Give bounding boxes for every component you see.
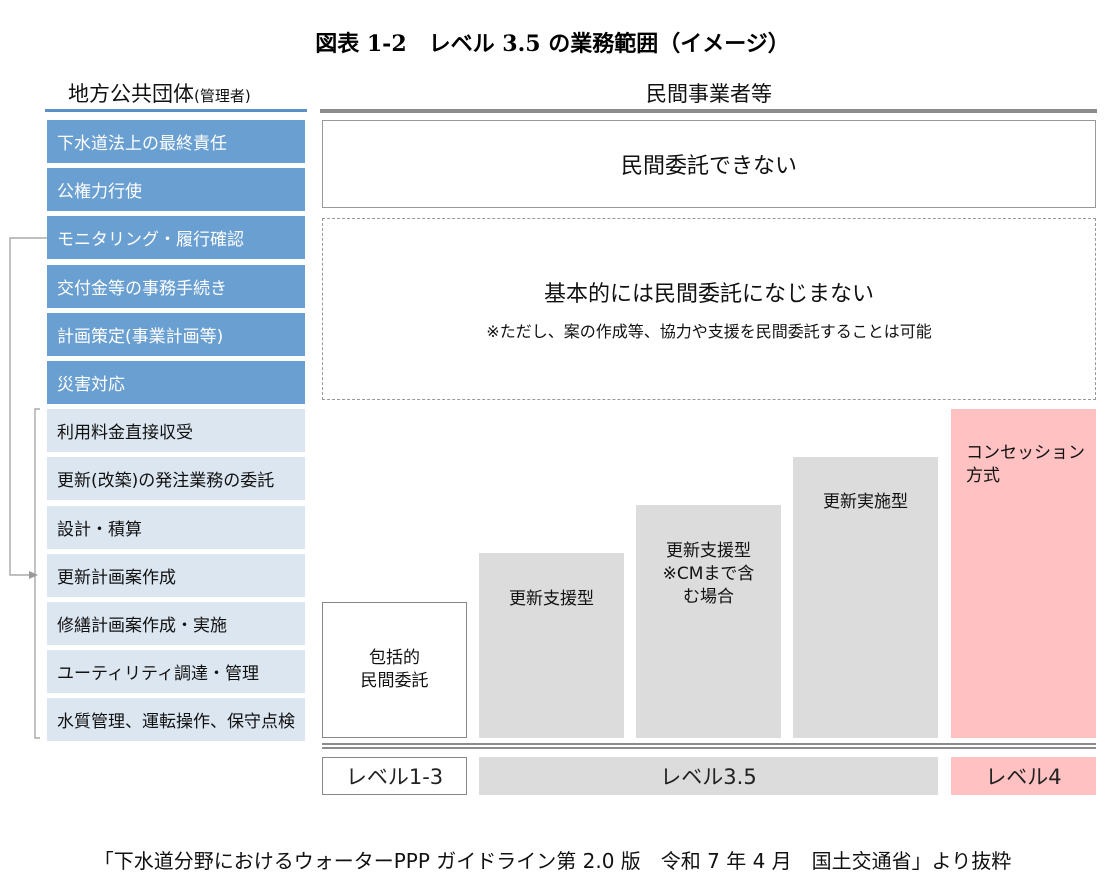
left-item: 災害対応 — [47, 361, 305, 404]
bar-label: ※CMまで含 — [662, 564, 755, 584]
bar-label: 方式 — [966, 466, 1000, 486]
bar: 包括的 民間委託 — [322, 602, 467, 738]
not-suited-box: 基本的には民間委託になじまない ※ただし、案の作成等、協力や支援を民間委託するこ… — [322, 218, 1096, 400]
left-header-note: (管理者) — [194, 87, 251, 105]
left-item: ユーティリティ調達・管理 — [47, 650, 305, 694]
left-item: 計画策定(事業計画等) — [47, 312, 305, 356]
source: 「下水道分野におけるウォーターPPP ガイドライン第 2.0 版 令和 7 年 … — [93, 849, 1012, 873]
level-box: レベル4 — [951, 757, 1096, 795]
bar-label: む場合 — [683, 587, 734, 607]
right-header: 民間事業者等 — [646, 82, 772, 106]
left-item: 修繕計画案作成・実施 — [47, 602, 305, 645]
left-item: 更新計画案作成 — [47, 553, 305, 597]
connectors — [9, 237, 47, 739]
baseline — [322, 743, 1096, 749]
left-item: 利用料金直接収受 — [47, 409, 305, 453]
arrow-line — [9, 237, 47, 576]
bar-label: 更新支援型 — [509, 589, 594, 609]
not-outsourced-text: 民間委託できない — [620, 154, 797, 179]
right-header-rule — [320, 109, 1097, 113]
left-header: 地方公共団体(管理者) — [68, 78, 251, 108]
bar: 更新支援型 ※CMまで含 む場合 — [636, 505, 781, 738]
left-header-rule — [45, 109, 307, 112]
not-outsourced-box: 民間委託できない — [322, 120, 1096, 208]
level-label: レベル3.5 — [660, 765, 757, 789]
left-item: 更新(改築)の発注業務の委託 — [47, 457, 305, 501]
bar-label: コンセッション — [966, 443, 1085, 463]
arrow-head — [29, 571, 38, 579]
left-item: 水質管理、運転操作、保守点検 — [47, 698, 305, 742]
bar-label: 包括的 — [369, 648, 420, 668]
left-item: 公権力行使 — [47, 168, 305, 212]
level-box: レベル1-3 — [322, 757, 467, 795]
left-item: 設計・積算 — [47, 505, 305, 549]
left-item: 交付金等の事務手続き — [47, 264, 305, 308]
level-box: レベル3.5 — [479, 757, 938, 795]
level-label: レベル4 — [985, 765, 1062, 789]
bar: 更新実施型 — [793, 457, 938, 738]
title: 図表 1-2 レベル 3.5 の業務範囲（イメージ） — [315, 31, 790, 57]
level-label: レベル1-3 — [345, 765, 444, 789]
bar: コンセッション 方式 — [951, 409, 1096, 738]
bar: 更新支援型 — [479, 553, 624, 738]
not-suited-note: ※ただし、案の作成等、協力や支援を民間委託することは可能 — [486, 322, 932, 341]
bar-label: 更新実施型 — [823, 492, 908, 512]
bracket — [34, 408, 40, 739]
bar-label: 民間委託 — [360, 671, 429, 691]
left-item: 下水道法上の最終責任 — [47, 120, 305, 163]
not-suited-title: 基本的には民間委託になじまない — [543, 282, 874, 307]
bar-label: 更新支援型 — [666, 541, 751, 561]
left-item: モニタリング・履行確認 — [47, 216, 305, 260]
left-header-title: 地方公共団体 — [68, 82, 194, 106]
